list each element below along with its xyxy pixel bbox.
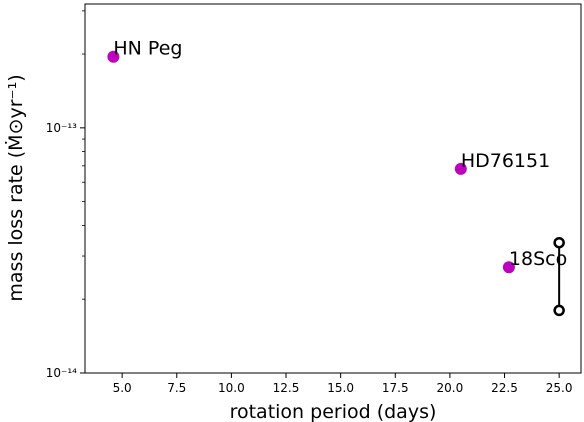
range-lower-marker — [553, 304, 565, 317]
x-axis-ticks: 5.0 7.5 10.0 12.5 15.0 17.5 20.0 22.5 25.0 — [113, 373, 573, 395]
x-tick-label: 22.5 — [491, 381, 518, 395]
data-point — [502, 261, 515, 274]
point-label: HN Peg — [113, 38, 182, 60]
x-tick-label: 7.5 — [167, 381, 186, 395]
y-axis-title: mass loss rate (Ṁ⊙yr⁻¹) — [4, 74, 27, 301]
x-tick-label: 25.0 — [546, 381, 573, 395]
data-marks: HN Peg HD76151 18Sco — [107, 38, 567, 317]
x-tick-label: 20.0 — [437, 381, 464, 395]
x-tick-label: 5.0 — [113, 381, 132, 395]
y-axis-ticks: 10⁻¹⁴ 10⁻¹³ — [46, 10, 85, 380]
range-upper-marker — [553, 236, 565, 249]
x-tick-label: 15.0 — [327, 381, 354, 395]
y-tick-label: 10⁻¹³ — [46, 121, 77, 135]
x-tick-label: 17.5 — [382, 381, 409, 395]
data-point — [107, 50, 120, 63]
y-tick-label: 10⁻¹⁴ — [46, 366, 77, 380]
x-axis-title: rotation period (days) — [230, 401, 437, 422]
point-label: 18Sco — [509, 248, 567, 270]
data-point — [454, 162, 467, 175]
x-tick-label: 12.5 — [273, 381, 300, 395]
plot-area — [84, 3, 582, 374]
x-tick-label: 10.0 — [218, 381, 245, 395]
point-label: HD76151 — [461, 150, 550, 172]
